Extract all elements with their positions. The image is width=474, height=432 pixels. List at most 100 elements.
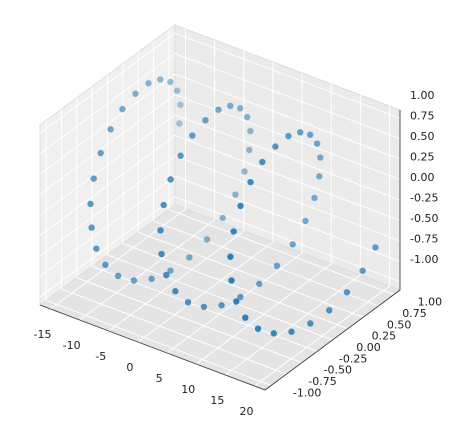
grid-line — [39, 73, 176, 175]
point — [160, 201, 167, 209]
point — [270, 330, 278, 337]
y-tick-label: 0.50 — [387, 318, 412, 331]
point — [302, 217, 309, 225]
z-tick-label: 0.75 — [410, 110, 435, 123]
point — [167, 78, 174, 86]
y-tick-label: 0.75 — [402, 307, 427, 320]
point — [230, 228, 237, 235]
grid-line — [39, 94, 176, 195]
point — [307, 131, 314, 138]
grid-line — [39, 135, 176, 236]
point — [167, 267, 174, 274]
point — [172, 288, 179, 295]
point — [157, 227, 164, 234]
point — [316, 173, 323, 180]
z-tick-label: 1.00 — [410, 89, 435, 102]
point — [237, 202, 244, 210]
grid-line — [174, 32, 401, 119]
point — [232, 191, 239, 198]
point — [317, 154, 324, 161]
point — [119, 105, 126, 113]
point — [87, 200, 94, 208]
point — [148, 275, 155, 283]
z-tick-label: -0.50 — [410, 212, 438, 225]
grid-line — [39, 196, 176, 298]
y-tick-label: -0.50 — [324, 364, 352, 377]
point — [273, 262, 281, 270]
point — [242, 314, 249, 321]
point — [186, 254, 193, 261]
point — [176, 120, 183, 127]
point — [285, 132, 292, 140]
point — [174, 87, 181, 94]
point — [177, 101, 184, 108]
point — [237, 293, 244, 301]
point — [247, 178, 254, 186]
point — [297, 129, 304, 136]
point — [114, 272, 122, 280]
point — [246, 146, 253, 154]
z-tick-label: -0.75 — [410, 232, 438, 245]
y-tick-label: 0.25 — [372, 330, 397, 343]
point — [130, 277, 138, 284]
x-tick-label: 10 — [181, 383, 195, 396]
x-tick-label: 20 — [240, 405, 254, 418]
point — [107, 126, 114, 133]
point — [343, 289, 351, 296]
point — [372, 244, 379, 251]
z-tick-label: -0.25 — [410, 191, 438, 204]
point — [102, 261, 109, 269]
point — [88, 224, 95, 231]
point — [177, 152, 184, 159]
point — [237, 105, 244, 112]
point — [97, 149, 104, 157]
y-tick-label: -1.00 — [293, 386, 321, 399]
axis-line — [264, 289, 401, 391]
point — [326, 307, 333, 314]
grid-line — [76, 277, 302, 364]
point — [145, 80, 152, 87]
point — [218, 302, 225, 309]
point — [90, 175, 97, 182]
point — [219, 214, 226, 222]
grid-line — [174, 73, 401, 160]
grid-line — [39, 114, 176, 216]
grid-line — [39, 155, 176, 257]
grid-line — [45, 299, 272, 386]
point — [307, 320, 314, 327]
point — [254, 325, 262, 332]
x-tick-label: 15 — [210, 394, 224, 407]
axis-line — [39, 304, 266, 391]
x-tick-label: -10 — [63, 339, 81, 352]
grid-line — [174, 155, 401, 242]
x-tick-label: -15 — [34, 328, 52, 341]
point — [189, 132, 196, 139]
z-tick-label: 0.00 — [410, 171, 435, 184]
z-tick-label: 0.50 — [410, 130, 435, 143]
grid-line — [174, 53, 401, 140]
point — [132, 90, 139, 97]
point — [202, 116, 209, 124]
point — [241, 168, 248, 175]
y-tick-label: -0.25 — [339, 352, 367, 365]
point — [233, 298, 240, 305]
point — [259, 158, 266, 166]
grid-line — [174, 175, 401, 262]
y-tick-label: -0.75 — [308, 375, 336, 388]
point — [289, 241, 296, 248]
point — [200, 303, 208, 311]
z-tick-label: 0.25 — [410, 151, 435, 164]
z-tick-label: -1.00 — [410, 253, 438, 266]
point — [215, 106, 222, 113]
grid-line — [107, 254, 333, 341]
point — [184, 299, 192, 306]
point — [288, 328, 295, 335]
point — [243, 113, 251, 121]
point — [227, 253, 234, 260]
y-tick-label: 0.00 — [356, 341, 381, 354]
point — [313, 140, 321, 147]
point — [157, 76, 164, 83]
grid-line — [174, 134, 401, 221]
point — [93, 245, 100, 252]
point — [158, 250, 165, 258]
